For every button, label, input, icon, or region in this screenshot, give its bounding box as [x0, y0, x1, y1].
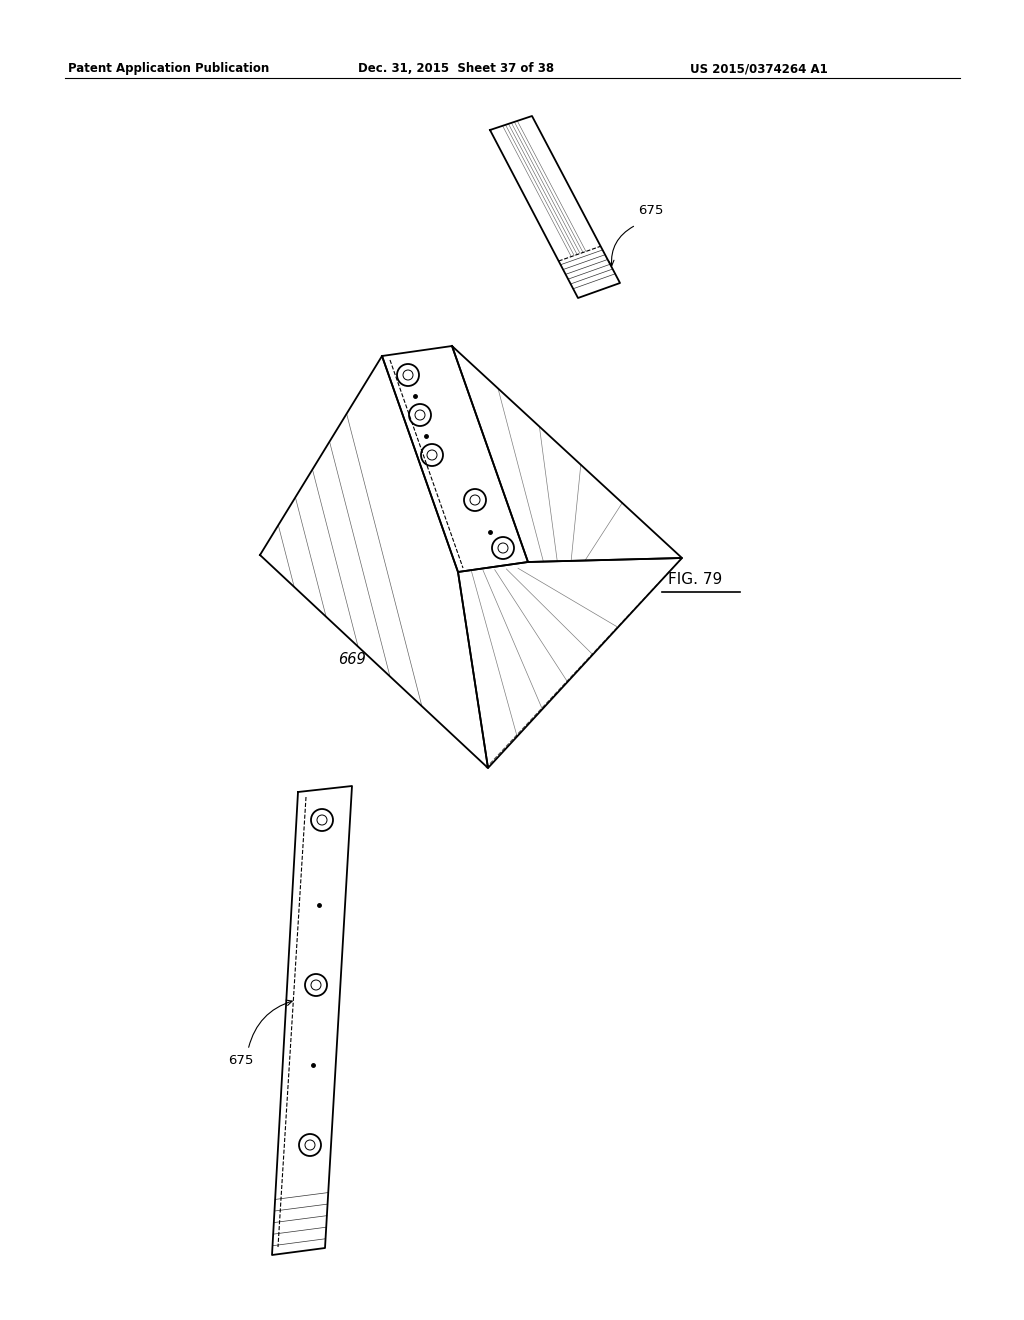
Text: 675: 675	[638, 203, 664, 216]
Text: Dec. 31, 2015  Sheet 37 of 38: Dec. 31, 2015 Sheet 37 of 38	[358, 62, 554, 75]
Text: 675: 675	[228, 1053, 253, 1067]
Text: US 2015/0374264 A1: US 2015/0374264 A1	[690, 62, 827, 75]
Text: Patent Application Publication: Patent Application Publication	[68, 62, 269, 75]
Text: 669: 669	[338, 652, 366, 668]
Text: FIG. 79: FIG. 79	[668, 573, 722, 587]
